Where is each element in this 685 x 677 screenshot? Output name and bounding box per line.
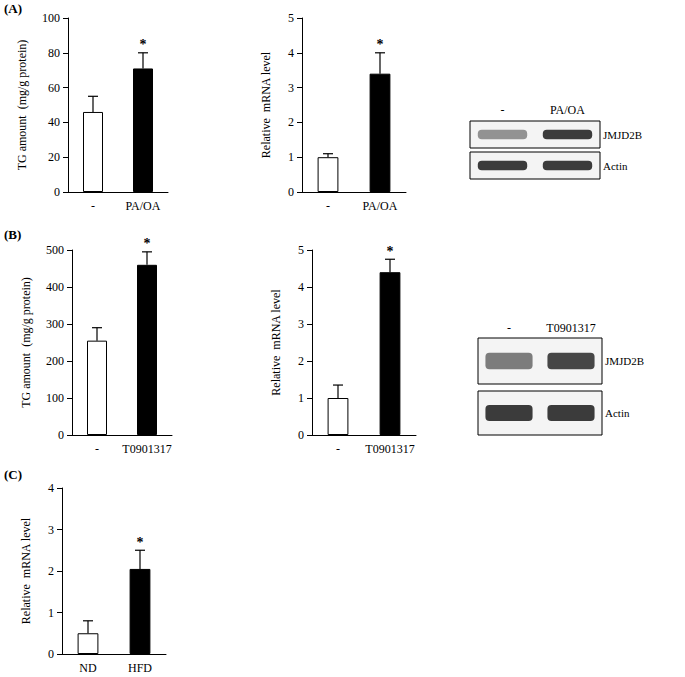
svg-text:1: 1 (288, 150, 294, 164)
svg-text:3: 3 (48, 523, 54, 537)
svg-text:Actin: Actin (605, 407, 630, 419)
svg-text:0: 0 (54, 185, 60, 199)
svg-text:1: 1 (298, 391, 304, 405)
svg-text:-: - (91, 199, 95, 213)
svg-text:4: 4 (298, 280, 304, 294)
svg-text:PA/OA: PA/OA (550, 103, 585, 117)
svg-text:*: * (140, 37, 147, 52)
svg-text:JMJD2B: JMJD2B (605, 355, 644, 367)
svg-text:-: - (326, 199, 330, 213)
svg-text:Actin: Actin (603, 160, 628, 172)
svg-text:400: 400 (46, 280, 64, 294)
svg-text:PA/OA: PA/OA (363, 199, 398, 213)
svg-text:PA/OA: PA/OA (126, 199, 161, 213)
svg-text:0: 0 (58, 428, 64, 442)
svg-text:200: 200 (46, 354, 64, 368)
svg-text:100: 100 (42, 11, 60, 25)
svg-text:-: - (507, 321, 511, 335)
svg-text:5: 5 (288, 11, 294, 25)
svg-text:3: 3 (298, 317, 304, 331)
svg-text:Relative mRNA level: Relative mRNA level (19, 517, 33, 624)
svg-text:(A): (A) (4, 1, 22, 16)
svg-text:0: 0 (298, 428, 304, 442)
svg-text:-: - (501, 103, 505, 117)
svg-text:5: 5 (298, 243, 304, 257)
svg-text:-: - (336, 442, 340, 456)
svg-text:500: 500 (46, 243, 64, 257)
svg-text:TG amount (mg/g protein): TG amount (mg/g protein) (15, 40, 29, 171)
svg-text:0: 0 (48, 647, 54, 661)
svg-text:60: 60 (48, 81, 60, 95)
svg-text:(B): (B) (4, 227, 21, 242)
svg-text:100: 100 (46, 391, 64, 405)
svg-text:TG amount (mg/g protein): TG amount (mg/g protein) (19, 277, 33, 408)
svg-text:1: 1 (48, 606, 54, 620)
svg-text:*: * (137, 535, 144, 550)
svg-text:*: * (387, 244, 394, 259)
svg-text:300: 300 (46, 317, 64, 331)
svg-text:2: 2 (48, 564, 54, 578)
svg-text:20: 20 (48, 150, 60, 164)
svg-text:T0901317: T0901317 (122, 442, 171, 456)
svg-text:*: * (377, 37, 384, 52)
svg-text:T0901317: T0901317 (546, 321, 595, 335)
svg-text:40: 40 (48, 115, 60, 129)
svg-text:80: 80 (48, 46, 60, 60)
svg-text:-: - (95, 442, 99, 456)
svg-text:T0901317: T0901317 (365, 442, 414, 456)
svg-text:HFD: HFD (128, 661, 152, 675)
svg-text:2: 2 (288, 115, 294, 129)
svg-text:4: 4 (48, 481, 54, 495)
svg-text:3: 3 (288, 81, 294, 95)
svg-text:2: 2 (298, 354, 304, 368)
svg-text:ND: ND (79, 661, 97, 675)
svg-text:4: 4 (288, 46, 294, 60)
svg-text:*: * (144, 236, 151, 251)
svg-text:Relative mRNA level: Relative mRNA level (269, 289, 283, 396)
svg-text:(C): (C) (4, 467, 22, 482)
svg-text:Relative mRNA level: Relative mRNA level (259, 51, 273, 158)
svg-text:0: 0 (288, 185, 294, 199)
svg-text:JMJD2B: JMJD2B (603, 129, 642, 141)
